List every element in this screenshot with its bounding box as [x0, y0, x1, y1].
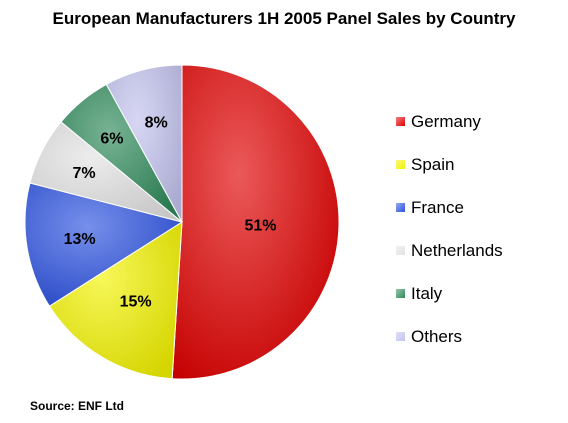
legend-swatch-italy — [396, 289, 405, 298]
legend-swatch-germany — [396, 117, 405, 126]
legend-swatch-netherlands — [396, 246, 405, 255]
pie-slice-france — [24, 182, 184, 307]
slice-label-others: 8% — [145, 115, 168, 132]
legend-label-france: France — [411, 197, 464, 217]
chart-title: European Manufacturers 1H 2005 Panel Sal… — [52, 9, 516, 28]
legend-item-italy: Italy — [396, 272, 503, 315]
source-note: Source: ENF Ltd — [30, 399, 125, 413]
slice-label-netherlands: 7% — [73, 165, 96, 182]
legend-label-netherlands: Netherlands — [411, 240, 503, 260]
legend-item-spain: Spain — [396, 143, 503, 186]
legend-swatch-france — [396, 203, 405, 212]
pie-slice-spain — [48, 221, 183, 380]
legend-item-netherlands: Netherlands — [396, 229, 503, 272]
slice-label-germany: 51% — [244, 217, 276, 234]
legend: Germany Spain France Netherlands Italy O… — [396, 100, 503, 358]
slice-label-spain: 15% — [120, 293, 152, 310]
legend-item-others: Others — [396, 315, 503, 358]
pie-slice-germany — [171, 64, 340, 380]
legend-swatch-spain — [396, 160, 405, 169]
legend-item-germany: Germany — [396, 100, 503, 143]
legend-label-spain: Spain — [411, 154, 455, 174]
legend-label-italy: Italy — [411, 283, 443, 303]
slice-label-italy: 6% — [100, 130, 123, 147]
pie-slice-others — [105, 64, 183, 223]
slice-label-france: 13% — [64, 231, 96, 248]
legend-label-germany: Germany — [411, 111, 481, 131]
legend-label-others: Others — [411, 326, 463, 346]
legend-item-france: France — [396, 186, 503, 229]
legend-swatch-others — [396, 332, 405, 341]
